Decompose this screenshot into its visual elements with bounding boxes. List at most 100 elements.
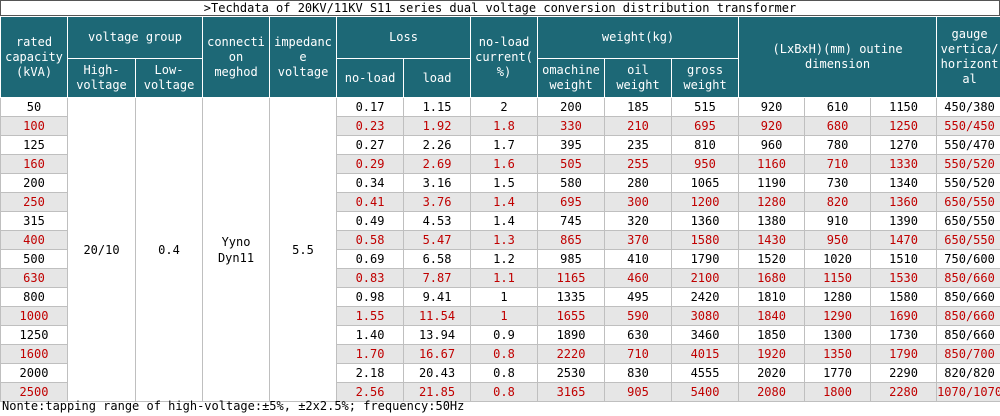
cell-height: 1530	[870, 268, 938, 288]
cell-no-load-loss: 1.70	[336, 344, 405, 364]
table-row: 1000 1.55 11.54 1 1655 590 3080 1840 1290 1690 850…	[0, 306, 1000, 326]
cell-breadth: 1280	[804, 287, 872, 307]
cell-rated-capacity: 200	[0, 173, 68, 193]
table-row: 1250 1.40 13.94 0.9 1890 630 3460 1850 1300 1730 8…	[0, 325, 1000, 345]
cell-gauge: 550/470	[936, 135, 1000, 155]
cell-gauge: 650/550	[936, 211, 1000, 231]
table-row: 200 0.34 3.16 1.5 580 280 1065 1190 730 1340 550/5…	[0, 173, 1000, 193]
cell-load-loss: 1.15	[403, 97, 472, 117]
cell-breadth: 710	[804, 154, 872, 174]
cell-length: 1840	[738, 306, 806, 326]
cell-load-loss: 7.87	[403, 268, 472, 288]
cell-no-load-current: 1.4	[470, 192, 539, 212]
cell-load-loss: 2.26	[403, 135, 472, 155]
cell-oil-weight: 590	[604, 306, 673, 326]
cell-rated-capacity: 400	[0, 230, 68, 250]
cell-machine-weight: 985	[537, 249, 606, 269]
header-low-voltage: Low- voltage	[134, 58, 204, 98]
cell-gauge: 850/700	[936, 344, 1000, 364]
cell-gross-weight: 2100	[671, 268, 740, 288]
cell-oil-weight: 280	[604, 173, 673, 193]
cell-load-loss: 9.41	[403, 287, 472, 307]
cell-gauge: 550/520	[936, 173, 1000, 193]
cell-machine-weight: 2220	[537, 344, 606, 364]
cell-length: 960	[738, 135, 806, 155]
table-row: 2000 2.18 20.43 0.8 2530 830 4555 2020 1770 2290 8…	[0, 363, 1000, 383]
cell-height: 1690	[870, 306, 938, 326]
cell-connection-method: Yyno Dyn11	[202, 97, 271, 402]
cell-length: 1850	[738, 325, 806, 345]
cell-oil-weight: 370	[604, 230, 673, 250]
connection-line-1: Yyno	[221, 234, 251, 249]
cell-oil-weight: 185	[604, 97, 673, 117]
cell-length: 1280	[738, 192, 806, 212]
cell-no-load-loss: 1.55	[336, 306, 405, 326]
cell-height: 1340	[870, 173, 938, 193]
cell-no-load-current: 0.8	[470, 382, 539, 402]
cell-impedance-voltage: 5.5	[269, 97, 338, 402]
cell-height: 2290	[870, 363, 938, 383]
cell-rated-capacity: 50	[0, 97, 68, 117]
cell-gross-weight: 810	[671, 135, 740, 155]
cell-rated-capacity: 800	[0, 287, 68, 307]
table-row: 2500 2.56 21.85 0.8 3165 905 5400 2080 1800 2280 1…	[0, 382, 1000, 402]
cell-breadth: 730	[804, 173, 872, 193]
cell-machine-weight: 1335	[537, 287, 606, 307]
cell-oil-weight: 460	[604, 268, 673, 288]
cell-load-loss: 11.54	[403, 306, 472, 326]
cell-height: 1390	[870, 211, 938, 231]
cell-machine-weight: 3165	[537, 382, 606, 402]
header-gross-weight: gross weight	[671, 58, 740, 98]
cell-breadth: 1300	[804, 325, 872, 345]
cell-breadth: 820	[804, 192, 872, 212]
cell-gauge: 1070/1070	[936, 382, 1000, 402]
cell-length: 2080	[738, 382, 806, 402]
cell-gross-weight: 1065	[671, 173, 740, 193]
cell-gross-weight: 1580	[671, 230, 740, 250]
table-row: 1600 1.70 16.67 0.8 2220 710 4015 1920 1350 1790 8…	[0, 344, 1000, 364]
table-row: 100 0.23 1.92 1.8 330 210 695 920 680 1250 550/450	[0, 116, 1000, 136]
cell-no-load-current: 1.4	[470, 211, 539, 231]
cell-length: 1520	[738, 249, 806, 269]
cell-no-load-current: 0.8	[470, 363, 539, 383]
cell-load-loss: 6.58	[403, 249, 472, 269]
cell-breadth: 680	[804, 116, 872, 136]
cell-rated-capacity: 1250	[0, 325, 68, 345]
table-row: 125 0.27 2.26 1.7 395 235 810 960 780 1270 550/470	[0, 135, 1000, 155]
cell-rated-capacity: 630	[0, 268, 68, 288]
cell-oil-weight: 255	[604, 154, 673, 174]
cell-length: 1920	[738, 344, 806, 364]
cell-breadth: 1290	[804, 306, 872, 326]
cell-load-loss: 3.76	[403, 192, 472, 212]
cell-oil-weight: 410	[604, 249, 673, 269]
cell-gauge: 650/550	[936, 230, 1000, 250]
cell-breadth: 610	[804, 97, 872, 117]
cell-no-load-loss: 0.41	[336, 192, 405, 212]
cell-rated-capacity: 125	[0, 135, 68, 155]
cell-no-load-loss: 0.23	[336, 116, 405, 136]
table-row: 315 0.49 4.53 1.4 745 320 1360 1380 910 1390 650/5…	[0, 211, 1000, 231]
cell-length: 1160	[738, 154, 806, 174]
cell-gross-weight: 695	[671, 116, 740, 136]
cell-no-load-loss: 2.56	[336, 382, 405, 402]
cell-oil-weight: 710	[604, 344, 673, 364]
cell-no-load-current: 0.8	[470, 344, 539, 364]
cell-length: 1190	[738, 173, 806, 193]
cell-length: 920	[738, 97, 806, 117]
cell-gauge: 850/660	[936, 325, 1000, 345]
cell-rated-capacity: 1600	[0, 344, 68, 364]
table-row: 630 0.83 7.87 1.1 1165 460 2100 1680 1150 1530 850…	[0, 268, 1000, 288]
cell-high-voltage: 20/10	[67, 97, 136, 402]
cell-rated-capacity: 315	[0, 211, 68, 231]
header-machine-weight: omachine weight	[537, 58, 606, 98]
cell-oil-weight: 630	[604, 325, 673, 345]
cell-machine-weight: 865	[537, 230, 606, 250]
cell-no-load-current: 1.1	[470, 268, 539, 288]
table-row: 160 0.29 2.69 1.6 505 255 950 1160 710 1330 550/52…	[0, 154, 1000, 174]
table-title: >Techdata of 20KV/11KV S11 series dual v…	[0, 0, 1000, 16]
cell-no-load-current: 1.3	[470, 230, 539, 250]
cell-oil-weight: 300	[604, 192, 673, 212]
cell-gauge: 750/600	[936, 249, 1000, 269]
cell-gross-weight: 4015	[671, 344, 740, 364]
cell-gross-weight: 5400	[671, 382, 740, 402]
